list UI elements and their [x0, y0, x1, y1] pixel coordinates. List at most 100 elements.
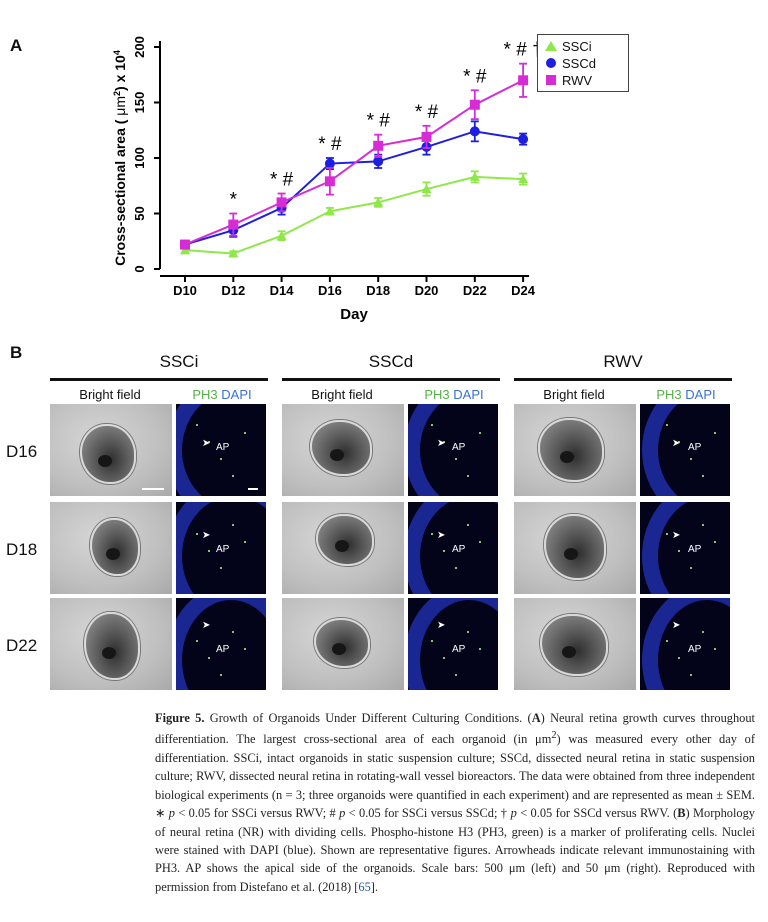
x-tick-label: D18: [366, 283, 390, 298]
chart-legend: SSCi SSCd RWV: [537, 34, 629, 92]
legend-item-sscd: SSCd: [544, 55, 596, 71]
ph3-positive-cell: [232, 475, 234, 477]
data-point-square: [373, 140, 384, 151]
bright-field-image: [514, 404, 636, 496]
significance-marker: * #: [270, 170, 294, 191]
dapi-nuclei-layer: [176, 598, 266, 690]
ph3-positive-cell: [220, 458, 222, 460]
condition-divider-ssci: [50, 378, 268, 381]
ph3-positive-cell: [690, 458, 692, 460]
significance-marker: * #: [463, 66, 487, 87]
ph3-positive-cell: [678, 657, 680, 659]
ph3-positive-cell: [455, 674, 457, 676]
data-point-triangle: [276, 230, 287, 240]
series-line-ssci: [184, 175, 524, 255]
fluorescence-image: AP ➤: [640, 502, 730, 594]
data-point-circle: [518, 134, 529, 145]
square-marker-icon: [546, 75, 556, 85]
ph3-positive-cell: [220, 567, 222, 569]
dapi-nuclei-layer: [408, 404, 498, 496]
data-point-triangle: [228, 248, 239, 258]
apical-side-label: AP: [688, 644, 702, 655]
apical-side-label: AP: [216, 442, 230, 453]
bright-field-image: [50, 502, 172, 594]
organoid-dark-core: [334, 540, 349, 553]
apical-side-label: AP: [688, 442, 702, 453]
dapi-nuclei-layer: [176, 502, 266, 594]
y-tick-label: 150: [132, 92, 147, 114]
fluorescence-image: AP ➤: [176, 598, 266, 690]
organoid-shape: [538, 418, 604, 482]
triangle-marker-icon: [545, 41, 557, 51]
bright-field-image: [514, 502, 636, 594]
organoid-shape: [316, 514, 374, 566]
panel-a-label: A: [10, 36, 23, 55]
bright-field-image: [50, 598, 172, 690]
ph3-positive-cell: [467, 475, 469, 477]
ph3-positive-cell: [678, 441, 680, 443]
data-point-circle: [373, 156, 384, 167]
dapi-nuclei-layer: [642, 404, 730, 496]
ph3-positive-cell: [196, 424, 198, 426]
ph3-positive-cell: [455, 458, 457, 460]
bright-field-image: [282, 404, 404, 496]
organoid-shape: [310, 420, 372, 476]
data-point-square: [518, 75, 529, 86]
arrowhead-icon: ➤: [672, 530, 681, 541]
x-tick-label: D16: [318, 283, 342, 298]
ph3-positive-cell: [666, 424, 668, 426]
ph3-positive-cell: [244, 648, 246, 650]
ph3-positive-cell: [714, 432, 716, 434]
data-point-circle: [324, 158, 335, 169]
row-label-d22: D22: [6, 636, 38, 655]
fluorescence-image: AP ➤: [640, 404, 730, 496]
x-axis-title: Day: [340, 306, 368, 323]
stain-label: PH3 DAPI: [192, 387, 252, 402]
data-point-circle: [469, 126, 480, 137]
data-point-triangle: [324, 206, 335, 216]
arrowhead-icon: ➤: [437, 530, 446, 541]
ph3-positive-cell: [244, 432, 246, 434]
organoid-dark-core: [106, 547, 121, 560]
fluorescence-image: AP ➤: [408, 404, 498, 496]
y-axis-title: Cross-sectional area ( μm2) x 104: [112, 50, 128, 266]
dapi-nuclei-layer: [408, 502, 498, 594]
x-tick-label: D22: [463, 283, 487, 298]
legend-item-ssci: SSCi: [544, 38, 592, 54]
ph3-positive-cell: [232, 524, 234, 526]
ph3-positive-cell: [431, 533, 433, 535]
organoid-shape: [540, 614, 608, 676]
ph3-positive-cell: [196, 533, 198, 535]
condition-title-sscd: SSCd: [368, 352, 414, 371]
x-tick-label: D10: [173, 283, 197, 298]
arrowhead-icon: ➤: [437, 620, 446, 631]
apical-side-label: AP: [216, 544, 230, 555]
fluorescence-image: AP ➤: [176, 404, 266, 496]
x-tick-label: D14: [270, 283, 295, 298]
stain-label: PH3 DAPI: [656, 387, 716, 402]
ph3-positive-cell: [479, 432, 481, 434]
apical-side-label: AP: [216, 644, 230, 655]
data-point-square: [228, 219, 239, 230]
apical-side-label: AP: [452, 644, 466, 655]
organoid-dark-core: [564, 548, 579, 561]
ph3-positive-cell: [702, 524, 704, 526]
arrowhead-icon: ➤: [202, 530, 211, 541]
bright-field-label: Bright field: [543, 387, 605, 402]
data-point-triangle: [421, 184, 432, 194]
series-line-rwv: [184, 79, 524, 246]
ph3-positive-cell: [220, 674, 222, 676]
ph3-positive-cell: [443, 550, 445, 552]
legend-label-ssci: SSCi: [562, 38, 592, 54]
significance-marker: *: [230, 190, 238, 211]
ph3-positive-cell: [443, 657, 445, 659]
ph3-positive-cell: [208, 550, 210, 552]
condition-divider-rwv: [514, 378, 732, 381]
fluorescence-image: AP ➤: [408, 502, 498, 594]
data-point-triangle: [469, 171, 480, 181]
significance-marker: * #: [415, 102, 439, 123]
x-tick-label: D20: [415, 283, 439, 298]
data-point-triangle: [373, 197, 384, 207]
data-point-triangle: [180, 245, 190, 255]
arrowhead-icon: ➤: [202, 438, 211, 449]
